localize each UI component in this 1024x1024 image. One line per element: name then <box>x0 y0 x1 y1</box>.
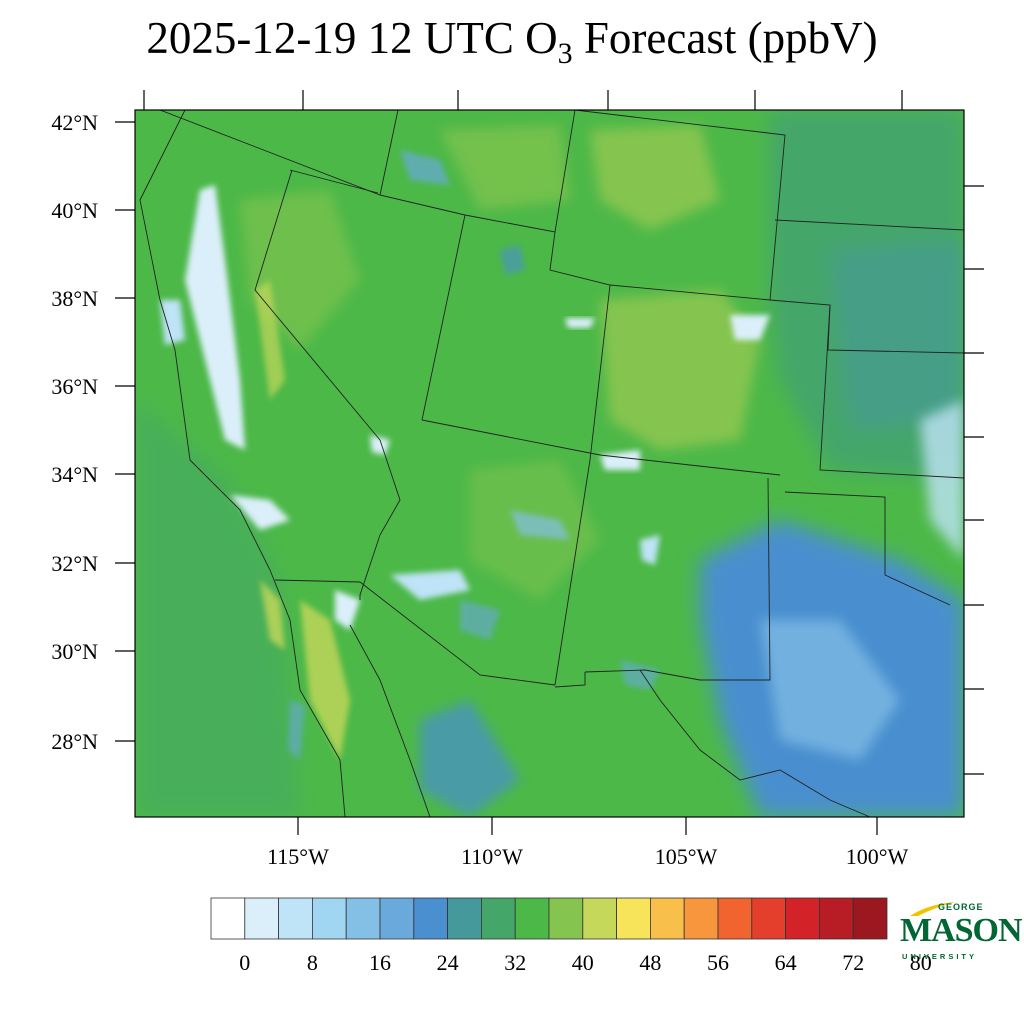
gmu-logo: GEORGE MASON UNIVERSITY <box>896 900 1023 970</box>
lon-label: 110°W <box>461 844 523 869</box>
colorbar-swatch <box>244 897 280 940</box>
lat-label: 34°N <box>51 462 98 487</box>
state-boundaries <box>139 110 964 817</box>
map-frame <box>134 109 965 818</box>
colorbar-swatch <box>785 897 820 940</box>
lat-label: 42°N <box>51 110 98 135</box>
lat-label: 28°N <box>51 729 98 754</box>
colorbar-swatch <box>650 897 685 940</box>
ozone-field <box>135 110 964 817</box>
colorbar-swatch <box>311 897 347 940</box>
lat-label: 36°N <box>51 374 98 399</box>
colorbar-swatch <box>278 897 313 940</box>
lat-label: 40°N <box>51 198 98 223</box>
colorbar-swatch <box>548 897 584 940</box>
colorbar-label: 0 <box>239 950 250 975</box>
lon-label: 105°W <box>655 844 718 869</box>
colorbar-label: 40 <box>572 950 594 975</box>
colorbar-label: 24 <box>437 950 459 975</box>
title-prefix: 2025-12-19 12 UTC O <box>146 13 558 63</box>
axis-ticks <box>115 90 984 835</box>
colorbar-label: 16 <box>369 950 391 975</box>
map-title: 2025-12-19 12 UTC O3 Forecast (ppbV) <box>0 12 1024 71</box>
title-subscript: 3 <box>557 37 573 70</box>
colorbar-swatch <box>447 897 482 940</box>
colorbar-label: 64 <box>775 950 797 975</box>
colorbar-label: 32 <box>504 950 526 975</box>
colorbar-swatch <box>582 897 617 940</box>
title-suffix: Forecast (ppbV) <box>572 13 878 63</box>
lat-label: 38°N <box>51 286 98 311</box>
colorbar-swatch <box>852 897 888 940</box>
colorbar-swatch <box>514 897 550 940</box>
colorbar-swatch <box>379 897 415 940</box>
colorbar-swatch <box>480 897 516 940</box>
lat-label: 30°N <box>51 639 98 664</box>
colorbar-label: 80 <box>910 950 932 975</box>
longitude-labels: 115°W 110°W 105°W 100°W <box>267 844 908 869</box>
colorbar-swatch <box>717 897 753 940</box>
colorbar-label: 72 <box>842 950 864 975</box>
logo-line-mason: MASON <box>900 912 1023 949</box>
colorbar <box>210 897 888 940</box>
latitude-labels: 42°N 40°N 38°N 36°N 34°N 32°N 30°N 28°N <box>51 110 98 754</box>
colorbar-label: 8 <box>307 950 318 975</box>
colorbar-swatch <box>413 897 448 940</box>
logo-line-george: GEORGE <box>938 902 984 912</box>
lon-label: 115°W <box>267 844 329 869</box>
colorbar-swatch <box>210 897 246 940</box>
lat-label: 32°N <box>51 551 98 576</box>
colorbar-label: 48 <box>639 950 661 975</box>
colorbar-swatch <box>819 897 854 940</box>
colorbar-swatch <box>345 897 381 940</box>
colorbar-swatch <box>751 897 786 940</box>
colorbar-swatch <box>683 897 719 940</box>
logo-line-university: UNIVERSITY <box>902 952 978 961</box>
swoosh-icon <box>910 902 956 916</box>
lon-label: 100°W <box>846 844 909 869</box>
colorbar-label: 56 <box>707 950 729 975</box>
colorbar-swatch <box>616 897 651 940</box>
colorbar-labels: 0 8 16 24 32 40 48 56 64 72 80 <box>239 950 932 975</box>
